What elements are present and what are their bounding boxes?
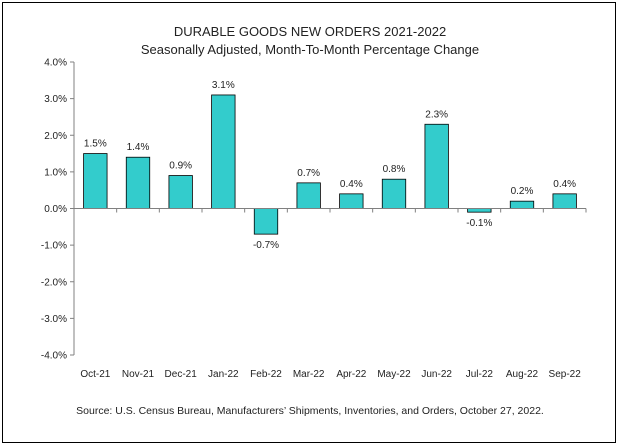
source-note: Source: U.S. Census Bureau, Manufacturer… — [76, 405, 544, 417]
chart-frame — [2, 2, 616, 443]
chart-title: DURABLE GOODS NEW ORDERS 2021-2022 — [173, 24, 447, 39]
chart-subtitle: Seasonally Adjusted, Month-To-Month Perc… — [140, 42, 480, 57]
